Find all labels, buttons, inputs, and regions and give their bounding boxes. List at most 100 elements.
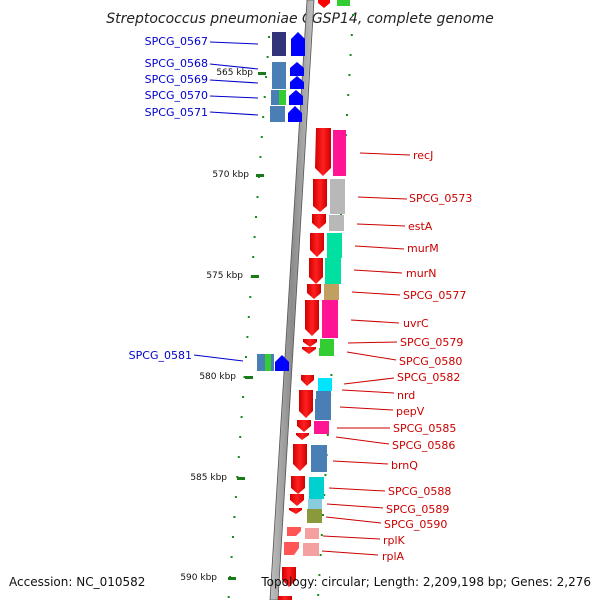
gene-label[interactable]: SPCG_0585: [393, 422, 456, 435]
gene-label[interactable]: murN: [406, 267, 436, 280]
guide-dot: [256, 196, 259, 198]
gene-block-murM[interactable]: [310, 233, 342, 258]
gene-block-SPCG_0568[interactable]: [272, 62, 304, 76]
gene-label[interactable]: SPCG_0586: [392, 439, 455, 452]
gene-label[interactable]: SPCG_0577: [403, 289, 466, 302]
gene-label[interactable]: SPCG_0581: [129, 349, 192, 362]
gene-block-recJ[interactable]: [315, 128, 346, 176]
scale-tick-565: 565 kbp: [216, 68, 266, 78]
gene-block-SPCG_0586[interactable]: [296, 433, 309, 440]
guide-dot: [253, 236, 256, 238]
gene-block-SPCG_0588[interactable]: [291, 476, 324, 499]
gene-label[interactable]: SPCG_0580: [399, 355, 462, 368]
gene-block-rplA[interactable]: [284, 542, 319, 556]
gene-block-estA[interactable]: [312, 214, 344, 231]
guide-dot: [318, 574, 321, 576]
scale-tick-590: 590 kbp: [180, 573, 236, 583]
scale-tick-label: 565 kbp: [216, 68, 253, 78]
guide-dot: [348, 74, 351, 76]
gene-block-SPCG_0573[interactable]: [313, 179, 345, 214]
guide-dot: [317, 594, 320, 596]
gene-block-SPCG_0571[interactable]: [270, 106, 302, 122]
gene-label[interactable]: SPCG_0567: [145, 35, 208, 48]
gene-block-brnQ[interactable]: [293, 444, 327, 472]
guide-dot: [319, 554, 322, 556]
gene-block-uvrC[interactable]: [305, 300, 338, 338]
gene-label[interactable]: pepV: [396, 405, 425, 418]
guide-dot: [346, 114, 348, 116]
top-partial-features: [318, 0, 350, 8]
gene-block-murN[interactable]: [309, 258, 341, 284]
guide-dot: [347, 94, 350, 96]
left-labels: SPCG_0567 SPCG_0568 SPCG_0569 SPCG_0570 …: [129, 35, 259, 362]
gene-block-SPCG_0580[interactable]: [302, 347, 334, 356]
scale-tick-585: 585 kbp: [190, 473, 245, 483]
gene-label[interactable]: rplK: [383, 534, 406, 547]
guide-dot: [237, 456, 240, 458]
guide-dot: [252, 256, 255, 258]
scale-tick-label: 570 kbp: [212, 170, 249, 180]
gene-block-SPCG_0581[interactable]: [257, 354, 289, 371]
gene-block-nrd[interactable]: [299, 390, 331, 418]
gene-label[interactable]: SPCG_0573: [409, 192, 472, 205]
gene-block-SPCG_0582[interactable]: [301, 375, 332, 391]
gene-block-rplK[interactable]: [287, 527, 319, 539]
guide-dot: [326, 434, 329, 436]
gene-block-SPCG_0569[interactable]: [272, 76, 304, 89]
scale-tick-label: 575 kbp: [206, 271, 243, 281]
right-labels: recJ SPCG_0573 estA murM murN SPCG_0577 …: [321, 149, 472, 563]
gene-label[interactable]: murM: [407, 242, 439, 255]
guide-dot: [349, 54, 352, 56]
guide-dot: [240, 416, 243, 418]
gene-label[interactable]: recJ: [413, 149, 433, 162]
guide-dot: [259, 156, 262, 158]
guide-dot: [232, 536, 234, 538]
gene-label[interactable]: rplA: [382, 550, 405, 563]
guide-dot: [324, 474, 327, 476]
gene-label[interactable]: SPCG_0589: [386, 503, 449, 516]
gene-label[interactable]: SPCG_0590: [384, 518, 447, 531]
guide-dot: [243, 376, 246, 378]
scale-tick-label: 590 kbp: [180, 573, 217, 583]
gene-label[interactable]: SPCG_0568: [145, 57, 208, 70]
reverse-strand-genes: [257, 32, 305, 371]
gene-label[interactable]: SPCG_0569: [145, 73, 208, 86]
guide-dot: [233, 516, 236, 518]
gene-block-SPCG_0577[interactable]: [307, 284, 339, 300]
guide-dot: [320, 534, 323, 536]
gene-block-pepV[interactable]: [315, 399, 331, 420]
map-title: Streptococcus pneumoniae CGSP14, complet…: [106, 11, 494, 27]
guide-dot: [234, 496, 237, 498]
gene-label[interactable]: uvrC: [403, 317, 429, 330]
gene-block-SPCG_0585[interactable]: [297, 420, 329, 434]
gene-label[interactable]: SPCG_0571: [145, 106, 208, 119]
gene-label[interactable]: SPCG_0588: [388, 485, 451, 498]
guide-dot: [266, 56, 269, 58]
gene-label[interactable]: nrd: [397, 389, 415, 402]
gene-label[interactable]: estA: [408, 220, 433, 233]
guide-dot: [245, 356, 247, 358]
accession-text: Accession: NC_010582: [9, 575, 145, 589]
guide-dot: [323, 494, 326, 496]
guide-dot: [265, 76, 268, 78]
gene-block-SPCG_0589[interactable]: [290, 494, 322, 509]
gene-block-SPCG_0567[interactable]: [272, 32, 305, 56]
gene-label[interactable]: brnQ: [391, 459, 418, 472]
topology-text: Topology: circular; Length: 2,209,198 bp…: [260, 575, 591, 589]
guide-dot: [260, 136, 263, 138]
guide-dot: [352, 14, 354, 16]
guide-dot: [227, 596, 230, 598]
scale-tick-580: 580 kbp: [199, 372, 253, 382]
forward-strand-genes: [278, 128, 346, 600]
guide-dot: [242, 396, 245, 398]
gene-block-SPCG_0570[interactable]: [271, 90, 303, 105]
gene-label[interactable]: SPCG_0582: [397, 371, 460, 384]
guide-dot: [330, 374, 333, 376]
gene-label[interactable]: SPCG_0570: [145, 89, 208, 102]
gene-block-SPCG_0590[interactable]: [289, 508, 322, 523]
scale-ticks: 565 kbp 570 kbp 575 kbp 580 kbp 585 kbp …: [180, 68, 266, 583]
guide-dot: [247, 316, 250, 318]
gene-label[interactable]: SPCG_0579: [400, 336, 463, 349]
gene-block-SPCG_0579[interactable]: [303, 339, 334, 348]
